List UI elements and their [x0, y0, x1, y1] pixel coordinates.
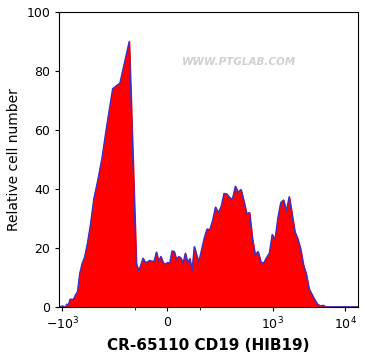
Y-axis label: Relative cell number: Relative cell number	[7, 88, 21, 231]
X-axis label: CR-65110 CD19 (HIB19): CR-65110 CD19 (HIB19)	[107, 338, 310, 353]
Text: WWW.PTGLAB.COM: WWW.PTGLAB.COM	[181, 57, 296, 67]
